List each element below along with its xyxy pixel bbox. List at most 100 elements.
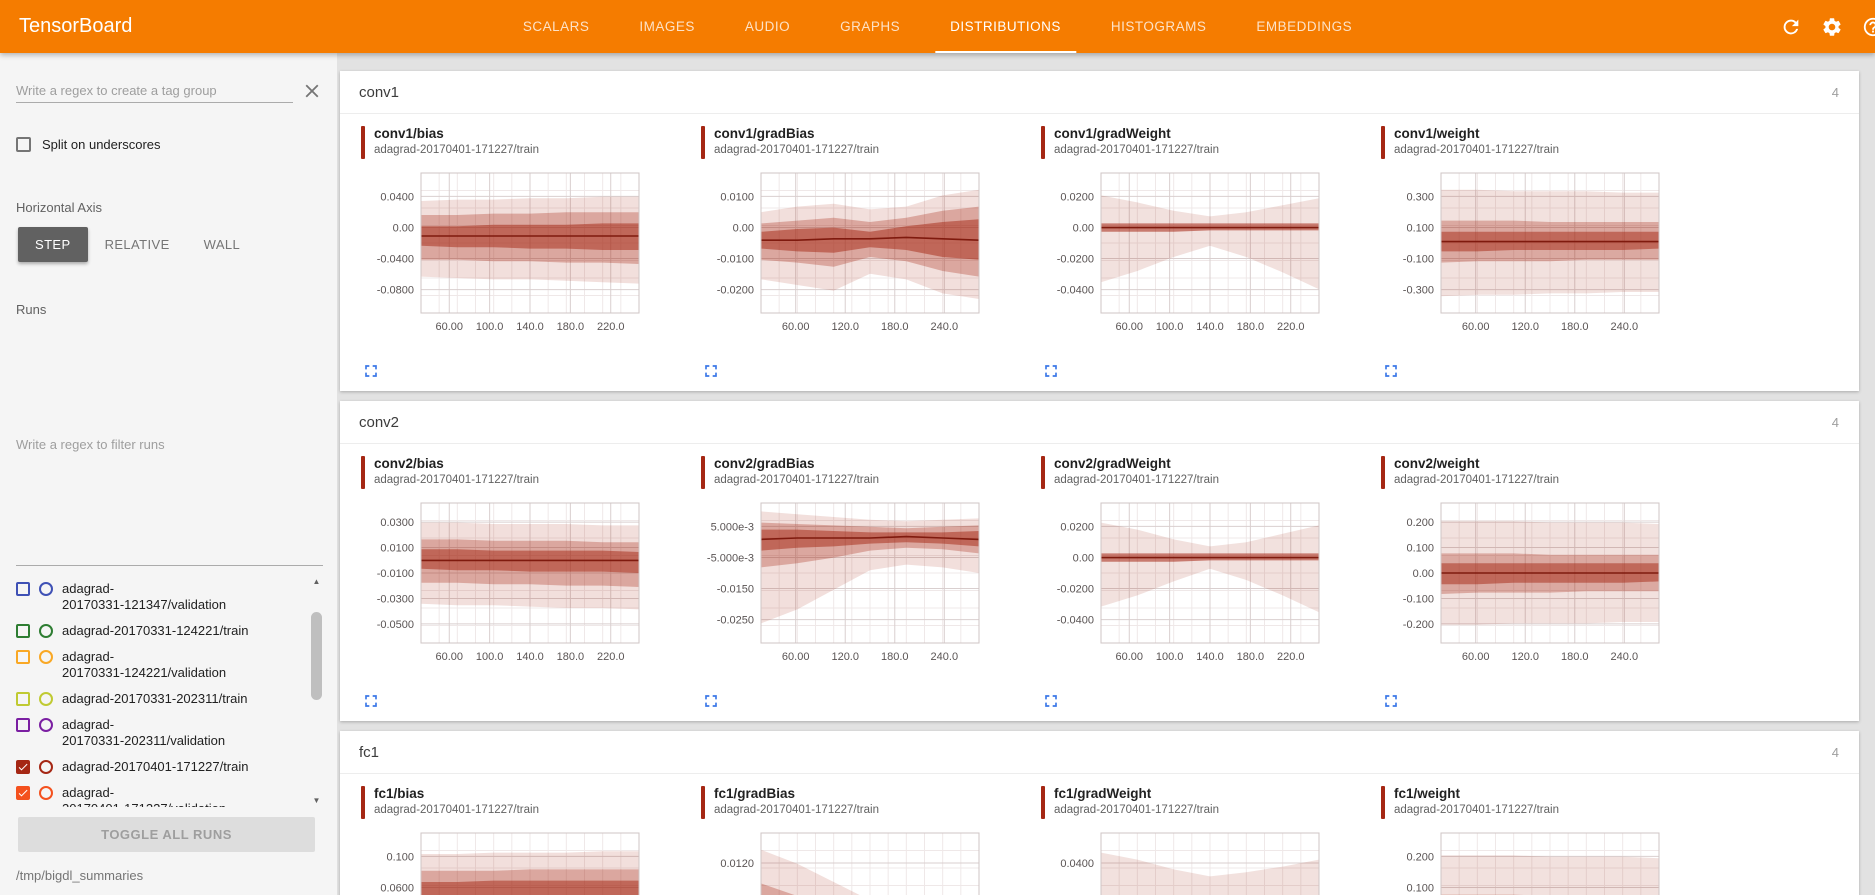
run-radio[interactable] [39, 717, 53, 732]
run-item[interactable]: adagrad-20170331-124221/train [16, 618, 306, 644]
run-color-marker [701, 456, 705, 489]
distribution-plot: 0.0300 0.0100 -0.0100 -0.0300 -0.0500 60.00 10… [377, 502, 640, 663]
runs-filter-input[interactable] [16, 325, 323, 566]
run-item[interactable]: adagrad- 20170401-171227/validation [16, 780, 306, 807]
svg-text:220.0: 220.0 [1277, 321, 1305, 333]
fullscreen-icon[interactable] [701, 361, 1017, 381]
tab-graphs[interactable]: GRAPHS [840, 19, 901, 34]
fullscreen-icon[interactable] [361, 691, 677, 711]
chart-title: conv2/weight [1394, 456, 1480, 471]
chart-title-block: conv1/bias adagrad-20170401-171227/train [374, 126, 539, 159]
distribution-plot: 0.0200 0.00 -0.0200 -0.0400 60.00 100.0 140.0 1… [1057, 172, 1320, 333]
distribution-plot: 0.0400 0.00 -0.0400 -0.0800 60.00 100.0 140.0 1… [377, 172, 640, 333]
svg-text:220.0: 220.0 [597, 651, 625, 663]
distribution-chart: conv2/gradWeight adagrad-20170401-171227/… [1041, 456, 1357, 711]
run-checkbox[interactable] [16, 649, 30, 664]
split-underscores-checkbox[interactable] [16, 137, 31, 152]
section-header-fc1[interactable]: fc1 4 [340, 731, 1859, 774]
run-checkbox[interactable] [16, 785, 30, 800]
help-icon[interactable] [1862, 16, 1875, 38]
runs-scrollbar-thumb[interactable] [311, 612, 322, 700]
run-item[interactable]: adagrad- 20170331-124221/validation [16, 644, 306, 686]
svg-text:0.200: 0.200 [1406, 517, 1434, 529]
tab-scalars[interactable]: SCALARS [522, 19, 590, 34]
svg-text:60.00: 60.00 [1115, 321, 1143, 333]
svg-text:0.00: 0.00 [393, 222, 414, 234]
svg-text:140.0: 140.0 [1196, 651, 1224, 663]
refresh-icon[interactable] [1780, 16, 1802, 38]
section-header-conv2[interactable]: conv2 4 [340, 401, 1859, 444]
horizontal-axis-label: Horizontal Axis [16, 200, 102, 215]
svg-text:100.0: 100.0 [476, 651, 504, 663]
fullscreen-icon[interactable] [701, 691, 1017, 711]
tag-sections: conv1 4 conv1/bias adagrad-20170401-171227/… [340, 71, 1859, 895]
tab-embeddings[interactable]: EMBEDDINGS [1256, 19, 1353, 34]
settings-gear-icon[interactable] [1821, 16, 1843, 38]
run-color-marker [361, 456, 365, 489]
fullscreen-icon[interactable] [1041, 361, 1357, 381]
axis-mode-step-button[interactable]: STEP [18, 227, 88, 262]
chart-title: fc1/weight [1394, 786, 1461, 801]
chart-title-block: conv2/gradWeight adagrad-20170401-171227/… [1054, 456, 1219, 489]
run-checkbox[interactable] [16, 759, 30, 774]
section-charts: conv2/bias adagrad-20170401-171227/train 0… [340, 444, 1859, 721]
tab-distributions[interactable]: DISTRIBUTIONS [925, 0, 1086, 53]
distribution-chart: conv1/gradWeight adagrad-20170401-171227/… [1041, 126, 1357, 381]
runs-scrollbar-track[interactable] [311, 588, 322, 796]
fullscreen-icon[interactable] [1041, 691, 1357, 711]
section-header-conv1[interactable]: conv1 4 [340, 71, 1859, 114]
tab-audio[interactable]: AUDIO [744, 19, 791, 34]
run-item[interactable]: adagrad- 20170331-121347/validation [16, 576, 306, 618]
svg-text:0.00: 0.00 [1073, 222, 1094, 234]
axis-mode-wall-button[interactable]: WALL [187, 227, 258, 262]
tab-images[interactable]: IMAGES [639, 19, 695, 34]
fullscreen-icon[interactable] [361, 361, 677, 381]
distribution-chart: fc1/gradBias adagrad-20170401-171227/trai… [701, 786, 1017, 895]
svg-text:240.0: 240.0 [931, 651, 959, 663]
section-title: conv1 [359, 84, 400, 101]
svg-text:100.0: 100.0 [476, 321, 504, 333]
run-checkbox[interactable] [16, 623, 30, 638]
distribution-chart: fc1/gradWeight adagrad-20170401-171227/tr… [1041, 786, 1357, 895]
clear-tag-filter-icon[interactable] [301, 80, 323, 102]
tag-regex-input[interactable] [16, 79, 293, 103]
run-item[interactable]: adagrad-20170331-202311/train [16, 686, 306, 712]
chart-run-name: adagrad-20170401-171227/train [714, 144, 879, 156]
run-radio[interactable] [39, 759, 53, 774]
fullscreen-icon[interactable] [1381, 691, 1697, 711]
run-radio[interactable] [39, 691, 53, 706]
scroll-down-icon[interactable]: ▼ [312, 796, 321, 805]
toggle-all-runs-button[interactable]: TOGGLE ALL RUNS [18, 817, 315, 852]
run-radio[interactable] [39, 649, 53, 664]
run-radio[interactable] [39, 581, 53, 596]
fullscreen-icon[interactable] [1381, 361, 1697, 381]
runs-scrollbar[interactable]: ▲ ▼ [306, 576, 323, 808]
chart-header: conv2/weight adagrad-20170401-171227/trai… [1381, 456, 1697, 489]
svg-text:60.00: 60.00 [1115, 651, 1143, 663]
tab-histograms[interactable]: HISTOGRAMS [1110, 19, 1207, 34]
scroll-up-icon[interactable]: ▲ [312, 576, 321, 586]
run-label: adagrad- 20170331-121347/validation [62, 580, 227, 612]
chart-header: conv1/gradWeight adagrad-20170401-171227/… [1041, 126, 1357, 159]
split-underscores-option[interactable]: Split on underscores [16, 137, 323, 152]
run-radio[interactable] [39, 785, 53, 800]
run-checkbox[interactable] [16, 581, 30, 596]
header-actions [1780, 16, 1875, 38]
chart-title-block: conv1/weight adagrad-20170401-171227/trai… [1394, 126, 1559, 159]
chart-title: conv1/bias [374, 126, 444, 141]
svg-text:180.0: 180.0 [881, 321, 909, 333]
run-radio[interactable] [39, 623, 53, 638]
distribution-plot: 0.01206.000e-30.00 [720, 832, 980, 895]
run-label: adagrad-20170401-171227/train [62, 758, 249, 774]
run-checkbox[interactable] [16, 717, 30, 732]
chart-title-block: fc1/bias adagrad-20170401-171227/train [374, 786, 539, 819]
main-content: conv1 4 conv1/bias adagrad-20170401-171227/… [337, 53, 1875, 895]
app-title: TensorBoard [19, 15, 133, 37]
run-item[interactable]: adagrad-20170401-171227/train [16, 754, 306, 780]
run-item[interactable]: adagrad- 20170331-202311/validation [16, 712, 306, 754]
run-label: adagrad- 20170331-202311/validation [62, 716, 226, 748]
svg-text:-0.0100: -0.0100 [377, 568, 414, 580]
svg-text:-0.100: -0.100 [1403, 254, 1434, 266]
run-checkbox[interactable] [16, 691, 30, 706]
axis-mode-relative-button[interactable]: RELATIVE [88, 227, 187, 262]
